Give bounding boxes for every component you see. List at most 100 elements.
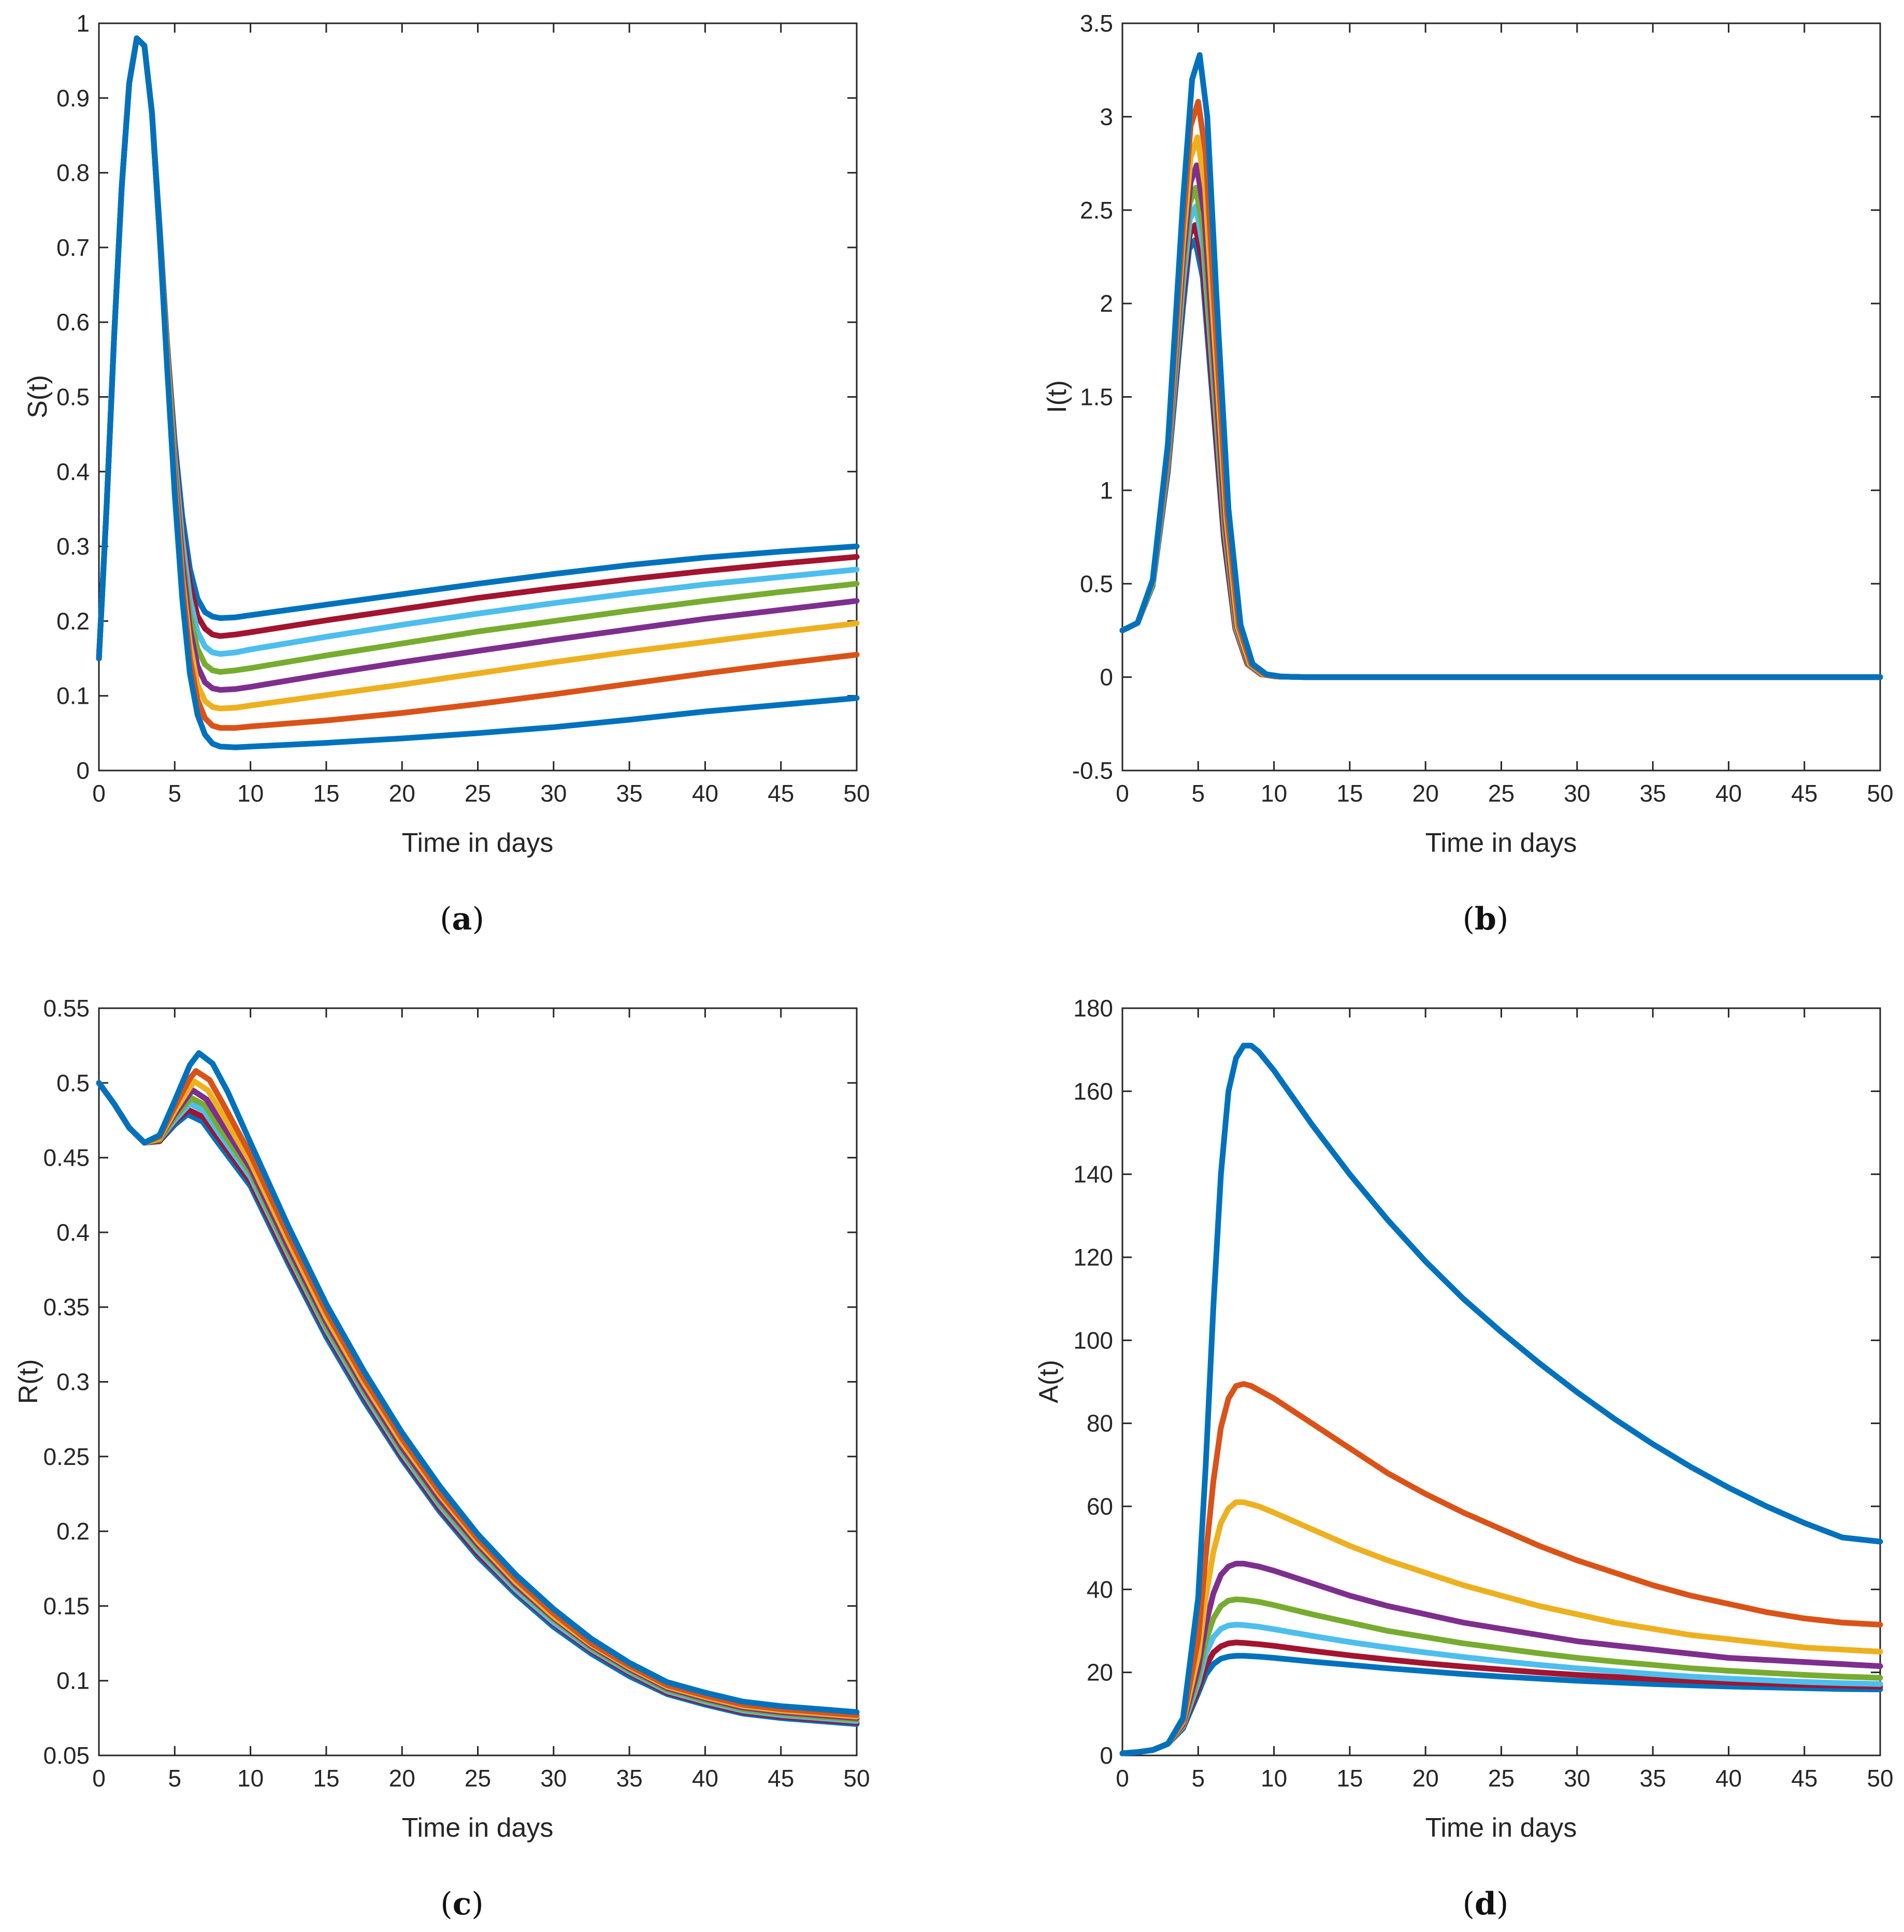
x-tick-label-d-2: 10 [1261, 1765, 1287, 1792]
x-tick-label-c-1: 5 [168, 1765, 182, 1792]
x-tick-label-b-6: 30 [1564, 780, 1590, 807]
ticks-a: 0 5 10 15 20 25 30 35 40 45 50 0 0.1 0.2 0.3 0.4 0.5 0.6 0… [56, 10, 870, 807]
x-tick-label-d-3: 15 [1336, 1765, 1363, 1792]
series-d [1119, 1042, 1883, 1756]
y-tick-label-b-7: 3 [1100, 103, 1113, 130]
y-tick-label-b-5: 2 [1100, 290, 1113, 317]
panel-caption-c: (c) [440, 1886, 483, 1922]
y-tick-label-c-10: 0.55 [43, 995, 90, 1022]
ticks-c: 0 5 10 15 20 25 30 35 40 45 50 0.05 0.1 0.15 0.2 0.25 0.… [43, 995, 870, 1792]
x-axis-label-a: Time in days [402, 828, 554, 858]
y-tick-label-b-6: 2.5 [1080, 197, 1113, 224]
y-tick-label-a-9: 0.9 [56, 84, 90, 111]
x-tick-label-d-10: 50 [1867, 1765, 1893, 1792]
y-tick-label-b-2: 0.5 [1080, 570, 1113, 597]
x-tick-label-d-4: 20 [1412, 1765, 1439, 1792]
y-tick-label-d-3: 60 [1087, 1493, 1113, 1520]
x-tick-label-b-2: 10 [1261, 780, 1287, 807]
series-c [96, 1050, 860, 1727]
x-tick-label-d-8: 40 [1715, 1765, 1742, 1792]
x-tick-label-a-7: 35 [616, 780, 643, 807]
y-tick-label-c-8: 0.45 [43, 1144, 90, 1171]
y-tick-label-a-0: 0 [76, 757, 90, 784]
x-tick-label-d-9: 45 [1791, 1765, 1818, 1792]
series-line-c-7 [96, 1080, 860, 1725]
y-tick-label-c-0: 0.05 [43, 1742, 90, 1769]
y-axis-label-b: I(t) [1042, 380, 1072, 413]
panel-caption-a: (a) [440, 901, 484, 937]
y-tick-label-d-5: 100 [1073, 1327, 1113, 1354]
panel-caption-b: (b) [1463, 901, 1509, 937]
series-a [96, 35, 860, 750]
y-tick-label-a-5: 0.5 [56, 384, 90, 411]
x-tick-label-b-8: 40 [1715, 780, 1742, 807]
y-tick-label-c-1: 0.1 [56, 1667, 90, 1694]
x-tick-label-b-3: 15 [1336, 780, 1363, 807]
x-tick-label-c-5: 25 [465, 1765, 491, 1792]
x-tick-label-b-4: 20 [1412, 780, 1439, 807]
x-tick-label-c-10: 50 [843, 1765, 870, 1792]
x-tick-label-a-4: 20 [389, 780, 415, 807]
x-tick-label-c-9: 45 [768, 1765, 794, 1792]
y-tick-label-c-4: 0.25 [43, 1443, 90, 1470]
y-tick-label-b-3: 1 [1100, 477, 1113, 504]
x-tick-label-a-0: 0 [92, 780, 106, 807]
axes-frame-a [98, 22, 858, 772]
series-line-d-2 [1119, 1381, 1883, 1756]
y-tick-label-b-0: -0.5 [1072, 757, 1113, 784]
x-tick-label-c-7: 35 [616, 1765, 643, 1792]
y-tick-label-c-2: 0.15 [43, 1592, 90, 1619]
x-tick-label-b-10: 50 [1867, 780, 1893, 807]
x-tick-label-d-5: 25 [1488, 1765, 1514, 1792]
y-tick-label-b-4: 1.5 [1080, 384, 1113, 411]
x-tick-label-b-9: 45 [1791, 780, 1818, 807]
x-axis-label-c: Time in days [402, 1813, 554, 1843]
axes-frame-b [1121, 22, 1881, 772]
y-tick-label-a-3: 0.3 [56, 533, 90, 560]
x-tick-label-b-0: 0 [1116, 780, 1129, 807]
panel-c: 0 5 10 15 20 25 30 35 40 45 50 0.05 0.1 0.15 0.2 0.25 0.… [13, 995, 870, 1922]
y-tick-label-b-8: 3.5 [1080, 10, 1113, 37]
series-line-c-3 [96, 1078, 860, 1720]
y-axis-label-c: R(t) [13, 1359, 44, 1404]
series-line-c-2 [96, 1068, 860, 1718]
x-tick-label-b-5: 25 [1488, 780, 1514, 807]
y-tick-label-a-7: 0.7 [56, 234, 90, 261]
x-tick-label-c-6: 30 [540, 1765, 567, 1792]
y-tick-label-d-1: 20 [1087, 1659, 1113, 1686]
series-line-c-1 [96, 1050, 860, 1715]
series-line-a-3 [96, 35, 860, 711]
x-tick-label-a-1: 5 [168, 780, 182, 807]
series-line-d-1 [1119, 1042, 1883, 1756]
y-axis-label-d: A(t) [1034, 1360, 1064, 1403]
y-tick-label-d-8: 160 [1073, 1078, 1113, 1105]
panel-caption-letter-c: c [453, 1886, 472, 1922]
y-tick-label-d-7: 140 [1073, 1161, 1113, 1188]
series-line-a-2 [96, 35, 860, 731]
series-line-c-4 [96, 1080, 860, 1721]
series-line-b-1 [1119, 52, 1883, 680]
x-tick-label-c-3: 15 [313, 1765, 339, 1792]
y-tick-label-c-3: 0.2 [56, 1518, 90, 1545]
y-tick-label-c-9: 0.5 [56, 1069, 90, 1096]
panel-d: 0 5 10 15 20 25 30 35 40 45 50 0 20 40 60 80 100 120 140 16… [1034, 995, 1894, 1922]
series-line-a-4 [96, 35, 860, 693]
ticks-b: 0 5 10 15 20 25 30 35 40 45 50-0.500.511.522.533.5 [1072, 10, 1894, 807]
series-b [1119, 52, 1883, 680]
y-tick-label-d-2: 40 [1087, 1576, 1113, 1603]
y-tick-label-d-4: 80 [1087, 1410, 1113, 1437]
x-tick-label-b-1: 5 [1192, 780, 1205, 807]
y-tick-label-a-1: 0.1 [56, 682, 90, 709]
panel-a: 0 5 10 15 20 25 30 35 40 45 50 0 0.1 0.2 0.3 0.4 0.5 0.6 0… [23, 10, 870, 937]
y-axis-label-a: S(t) [23, 375, 53, 418]
panel-caption-d: (d) [1463, 1886, 1509, 1922]
series-line-c-6 [96, 1080, 860, 1724]
x-tick-label-c-0: 0 [92, 1765, 106, 1792]
x-axis-label-b: Time in days [1425, 828, 1577, 858]
x-tick-label-a-3: 15 [313, 780, 339, 807]
series-line-a-7 [96, 35, 860, 661]
panel-caption-letter-b: b [1475, 901, 1496, 937]
series-line-c-5 [96, 1080, 860, 1723]
panel-b: 0 5 10 15 20 25 30 35 40 45 50-0.500.511.522.533.5… [1042, 10, 1894, 937]
x-tick-label-a-8: 40 [692, 780, 718, 807]
